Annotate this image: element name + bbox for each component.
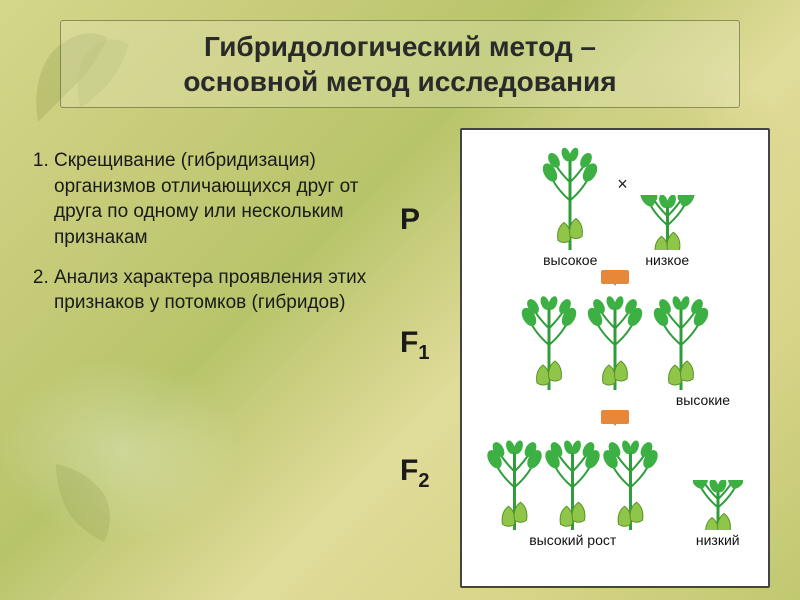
f2-tall-group: высокий рост bbox=[487, 435, 658, 548]
caption-short: низкое bbox=[645, 252, 689, 268]
p-tall-plant: высокое bbox=[535, 140, 605, 268]
caption-tall: высокое bbox=[543, 252, 597, 268]
f2-generation-row: высокий рост низкий bbox=[470, 435, 760, 580]
plant-short-icon bbox=[640, 195, 695, 250]
label-f1: F1 bbox=[400, 326, 429, 365]
cross-diagram: высокое × низкое bbox=[460, 128, 770, 588]
plant-tall-icon bbox=[519, 290, 579, 390]
generation-labels: P F1 F2 bbox=[400, 128, 450, 588]
plant-tall-icon bbox=[535, 140, 605, 250]
plant-tall-icon bbox=[603, 435, 658, 530]
f2-short-group: низкий bbox=[693, 480, 743, 548]
bullet-1: Скрещивание (гибридизация) организмов от… bbox=[54, 148, 390, 251]
title-line1: Гибридологический метод – bbox=[204, 31, 596, 62]
f1-generation-row: высокие bbox=[470, 290, 760, 435]
p-generation-row: высокое × низкое bbox=[470, 140, 760, 290]
slide-title: Гибридологический метод – основной метод… bbox=[60, 20, 740, 108]
arrow-down-icon bbox=[605, 272, 625, 286]
plant-tall-icon bbox=[545, 435, 600, 530]
label-p: P bbox=[400, 203, 420, 237]
caption-f2-short: низкий bbox=[696, 532, 740, 548]
title-line2: основной метод исследования bbox=[183, 66, 616, 97]
p-short-plant: низкое bbox=[640, 195, 695, 268]
bullet-2: Анализ характера проявления этих признак… bbox=[54, 265, 390, 316]
caption-f1: высокие bbox=[676, 392, 730, 408]
plant-tall-icon bbox=[487, 435, 542, 530]
label-f2: F2 bbox=[400, 454, 429, 493]
arrow-down-icon bbox=[605, 412, 625, 426]
plant-tall-icon bbox=[651, 290, 711, 390]
cross-symbol: × bbox=[617, 174, 628, 195]
plant-tall-icon bbox=[585, 290, 645, 390]
plant-short-icon bbox=[693, 480, 743, 530]
caption-f2-tall: высокий рост bbox=[529, 532, 616, 548]
bullet-list: Скрещивание (гибридизация) организмов от… bbox=[30, 128, 390, 588]
